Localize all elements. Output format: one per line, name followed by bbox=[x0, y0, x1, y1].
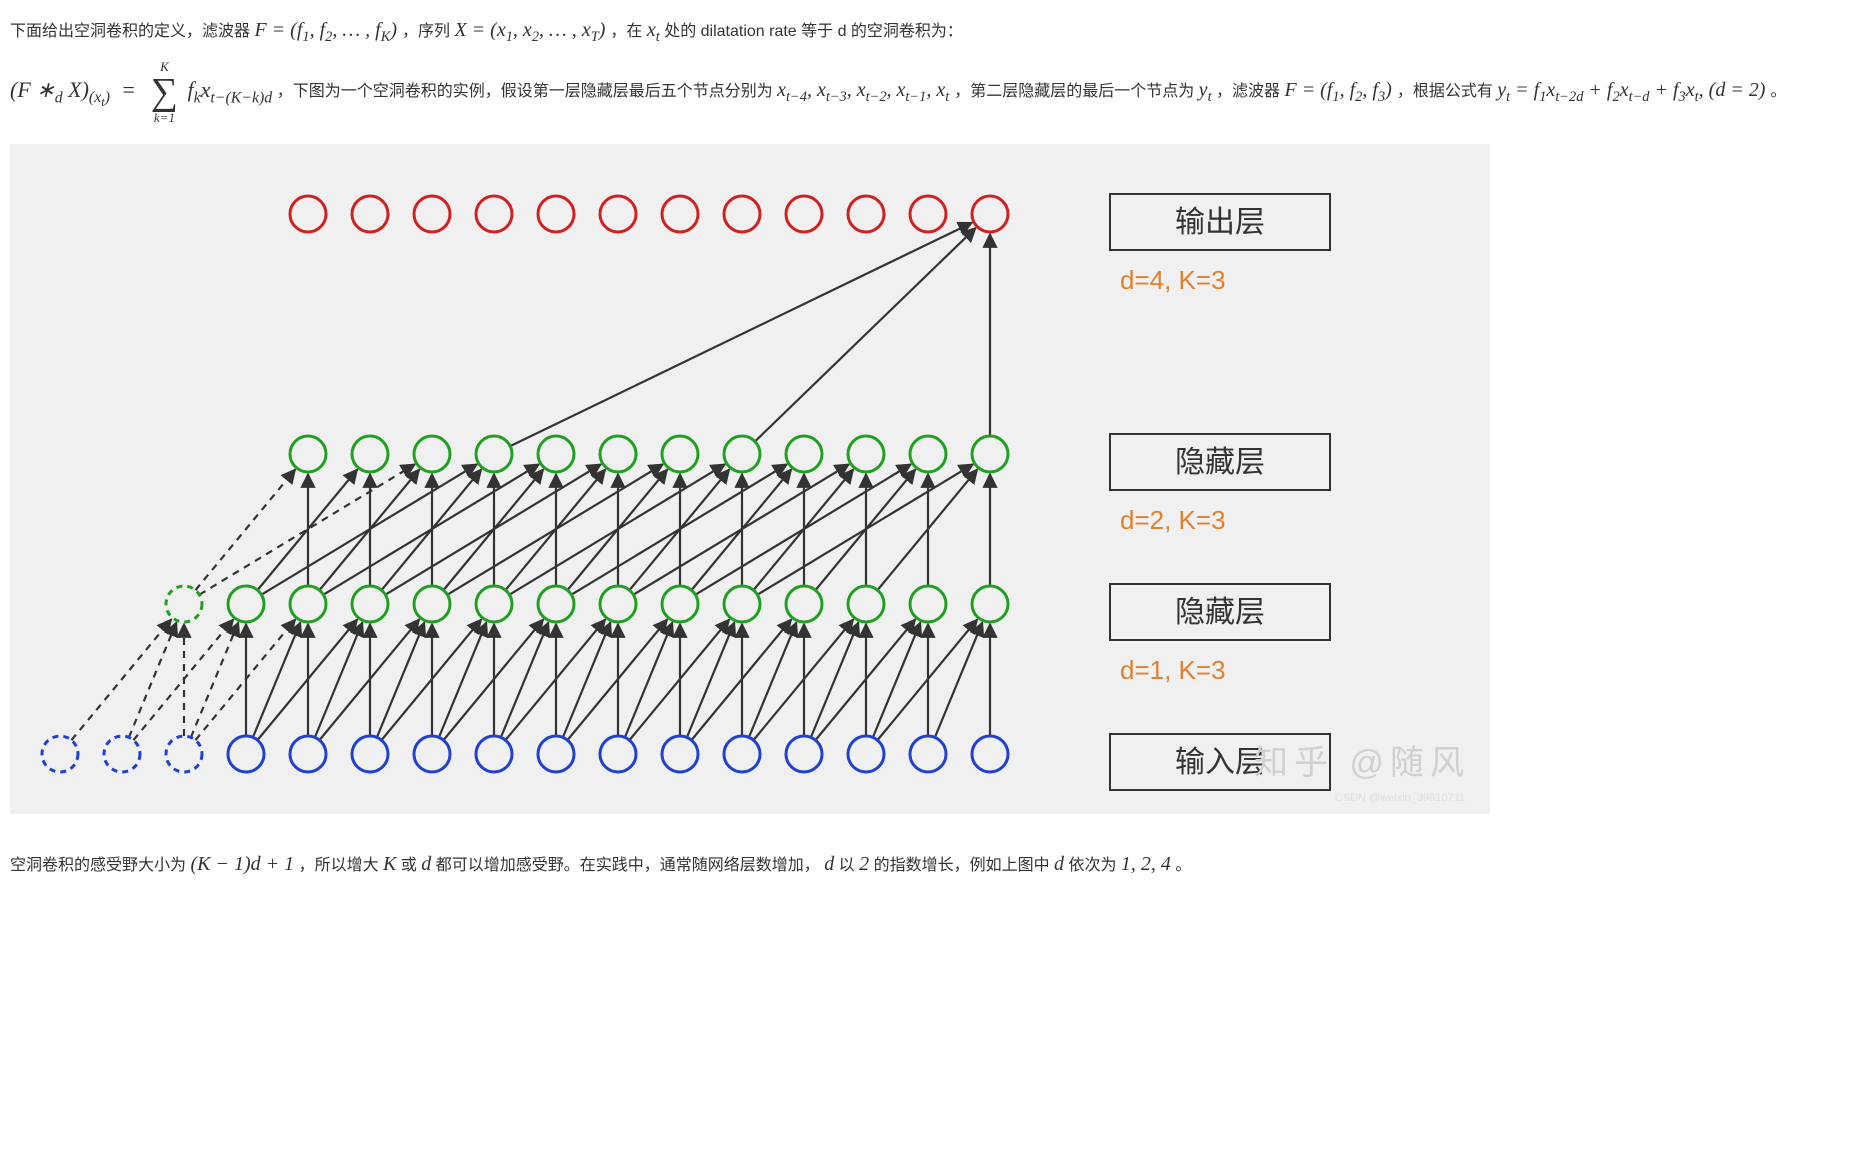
math-xt: xt bbox=[647, 19, 660, 41]
math-yt: yt bbox=[1199, 79, 1212, 101]
math-124: 1, 2, 4 bbox=[1121, 853, 1171, 875]
math-d2: d bbox=[824, 853, 834, 875]
text: ，下图为一个空洞卷积的实例，假设第一层隐藏层最后五个节点分别为 bbox=[277, 83, 777, 100]
text: 处的 dilatation rate 等于 d 的空洞卷积为： bbox=[664, 23, 963, 40]
diagram-svg: 输出层 d=4, K=3 隐藏层 d=2, K=3 隐藏层 d=1, K=3 输入层 bbox=[10, 144, 1490, 814]
math-d: d bbox=[421, 853, 431, 875]
math-nodes: xt−4, xt−3, xt−2, xt−1, xt bbox=[777, 79, 954, 101]
svg-text:隐藏层: 隐藏层 bbox=[1175, 446, 1265, 479]
svg-text:d=2, K=3: d=2, K=3 bbox=[1120, 505, 1226, 535]
math-filter: F = (f1, f2, … , fK) bbox=[254, 19, 402, 41]
svg-text:d=1, K=3: d=1, K=3 bbox=[1120, 655, 1226, 685]
text: ，根据公式有 bbox=[1397, 83, 1497, 100]
text: ，在 bbox=[610, 23, 646, 40]
math-filter3: F = (f1, f2, f3) bbox=[1284, 79, 1396, 101]
text: 下面给出空洞卷积的定义，滤波器 bbox=[10, 23, 254, 40]
text: ，滤波器 bbox=[1216, 83, 1284, 100]
csdn-watermark: CSDN @weixin_39910711 bbox=[1335, 792, 1465, 804]
paragraph-1: 下面给出空洞卷积的定义，滤波器 F = (f1, f2, … , fK) ，序列… bbox=[10, 10, 1854, 52]
text: 。 bbox=[1770, 83, 1786, 100]
svg-text:隐藏层: 隐藏层 bbox=[1175, 596, 1265, 629]
text: 的指数增长，例如上图中 bbox=[874, 857, 1054, 874]
svg-text:输入层: 输入层 bbox=[1175, 746, 1265, 779]
svg-text:输出层: 输出层 bbox=[1175, 206, 1265, 239]
math-result: yt = f1xt−2d + f2xt−d + f3xt, (d = 2) bbox=[1497, 79, 1770, 101]
dilated-conv-formula: (F ∗d X)(xt) = K ∑ k=1 fkxt−(K−k)d bbox=[10, 60, 272, 124]
text: 依次为 bbox=[1068, 857, 1120, 874]
text: 都可以增加感受野。在实践中，通常随网络层数增加， bbox=[436, 857, 820, 874]
text: 或 bbox=[401, 857, 421, 874]
text: 。 bbox=[1175, 857, 1191, 874]
dilated-conv-diagram: 输出层d=4, K=3隐藏层d=2, K=3隐藏层d=1, K=3输入层 知乎 … bbox=[10, 144, 1490, 814]
text: ，所以增大 bbox=[299, 857, 383, 874]
paragraph-3: 空洞卷积的感受野大小为 (K − 1)d + 1 ，所以增大 K 或 d 都可以… bbox=[10, 844, 1854, 884]
text: ，序列 bbox=[402, 23, 454, 40]
formula-line: (F ∗d X)(xt) = K ∑ k=1 fkxt−(K−k)d ，下图为一… bbox=[10, 60, 1854, 124]
text: 空洞卷积的感受野大小为 bbox=[10, 857, 190, 874]
math-d3: d bbox=[1054, 853, 1064, 875]
text: 以 bbox=[839, 857, 859, 874]
math-2: 2 bbox=[859, 853, 869, 875]
text: ，第二层隐藏层的最后一个节点为 bbox=[954, 83, 1198, 100]
math-K: K bbox=[383, 853, 396, 875]
math-sequence: X = (x1, x2, … , xT) bbox=[454, 19, 610, 41]
math-rf: (K − 1)d + 1 bbox=[190, 853, 294, 875]
svg-text:d=4, K=3: d=4, K=3 bbox=[1120, 265, 1226, 295]
